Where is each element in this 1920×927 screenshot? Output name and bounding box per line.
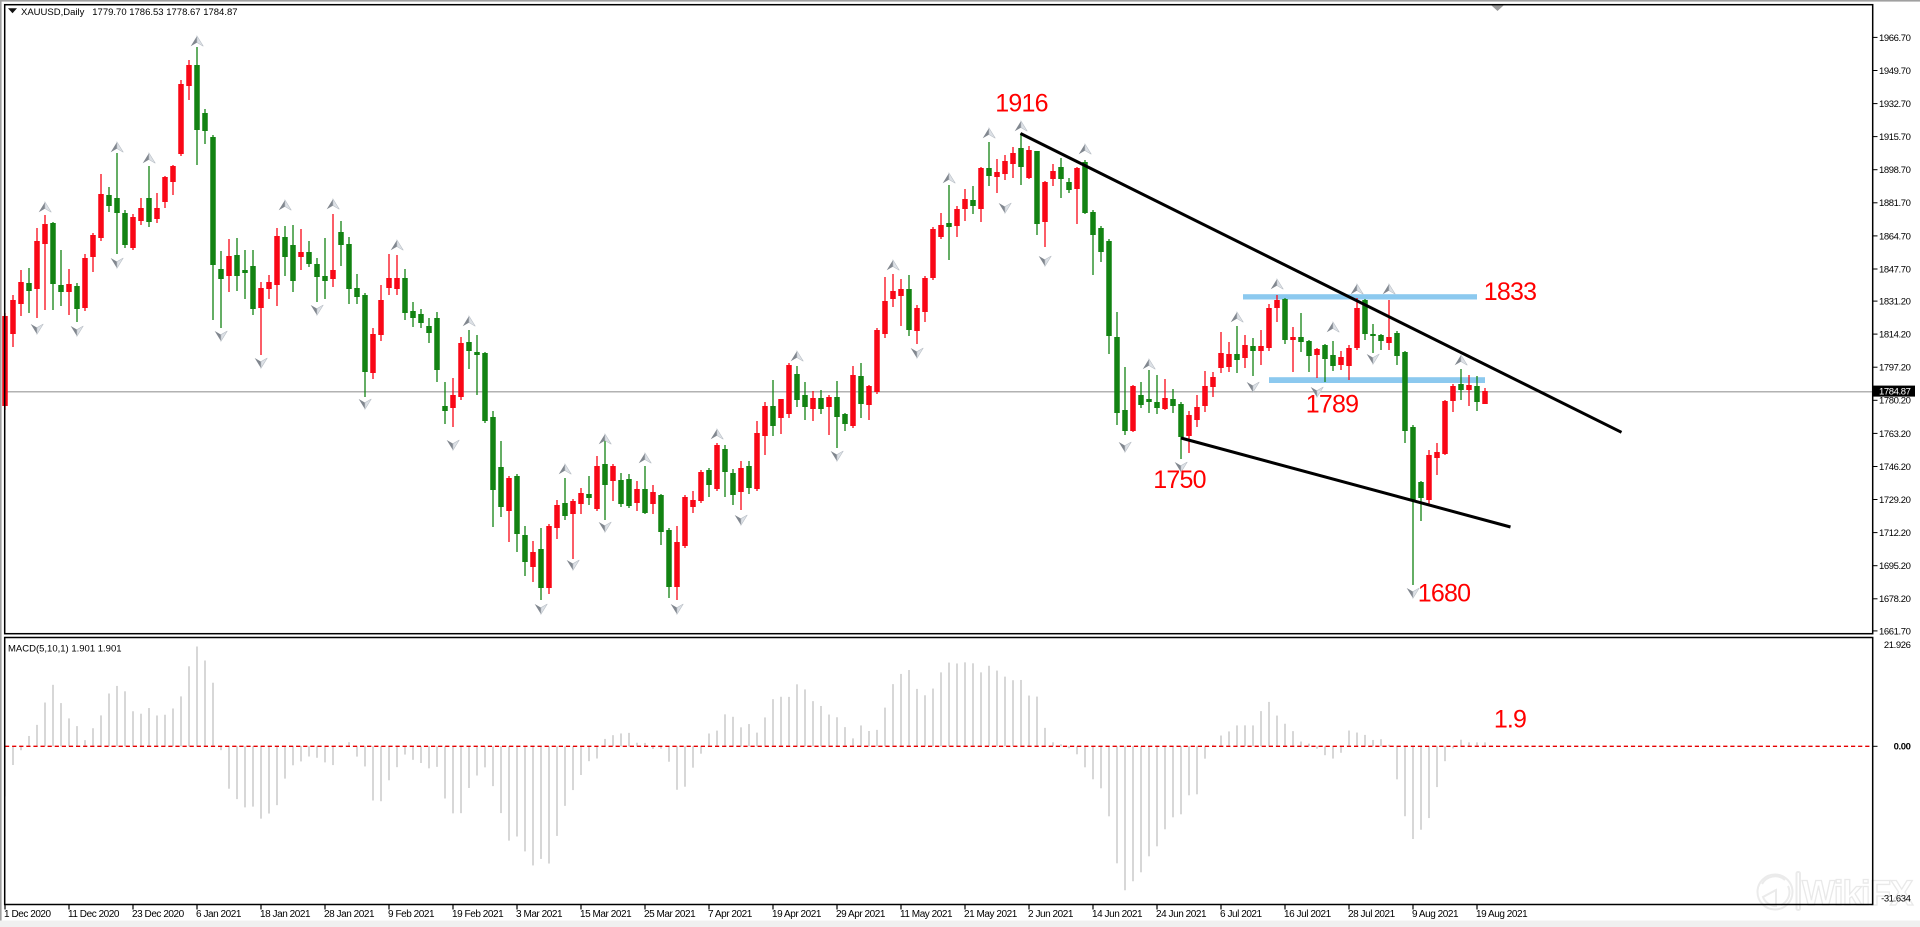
svg-text:2 Jun 2021: 2 Jun 2021 [1028,909,1074,920]
svg-text:1750: 1750 [1153,466,1205,494]
svg-text:1864.70: 1864.70 [1879,231,1911,242]
svg-text:1789: 1789 [1306,391,1358,419]
svg-text:19 Feb 2021: 19 Feb 2021 [452,909,504,920]
svg-text:28 Jul 2021: 28 Jul 2021 [1348,909,1396,920]
svg-text:1916: 1916 [995,90,1047,118]
svg-text:23 Dec 2020: 23 Dec 2020 [132,909,185,920]
svg-text:16 Jul 2021: 16 Jul 2021 [1284,909,1332,920]
svg-text:19 Aug 2021: 19 Aug 2021 [1476,909,1528,920]
svg-text:1797.20: 1797.20 [1879,363,1911,374]
svg-text:25 Mar 2021: 25 Mar 2021 [644,909,696,920]
svg-text:1814.20: 1814.20 [1879,330,1911,341]
svg-text:1915.70: 1915.70 [1879,132,1911,143]
svg-text:21 May 2021: 21 May 2021 [964,909,1018,920]
svg-text:28 Jan 2021: 28 Jan 2021 [324,909,375,920]
svg-text:1881.70: 1881.70 [1879,198,1911,209]
svg-text:1831.20: 1831.20 [1879,297,1911,308]
svg-text:1833: 1833 [1484,278,1536,306]
svg-text:11 Dec 2020: 11 Dec 2020 [68,909,120,920]
svg-text:6 Jan 2021: 6 Jan 2021 [196,909,242,920]
svg-text:1763.20: 1763.20 [1879,429,1911,440]
svg-text:1.9: 1.9 [1494,706,1526,734]
svg-text:1966.70: 1966.70 [1879,33,1911,44]
svg-text:1784.87: 1784.87 [1879,387,1911,398]
svg-text:1729.20: 1729.20 [1879,495,1911,506]
svg-text:14 Jun 2021: 14 Jun 2021 [1092,909,1143,920]
svg-text:1746.20: 1746.20 [1879,462,1911,473]
svg-text:1712.20: 1712.20 [1879,528,1911,539]
svg-text:-31.634: -31.634 [1881,894,1911,905]
svg-text:6 Jul 2021: 6 Jul 2021 [1220,909,1263,920]
svg-text:15 Mar 2021: 15 Mar 2021 [580,909,632,920]
svg-text:1780.20: 1780.20 [1879,396,1911,407]
svg-text:1949.70: 1949.70 [1879,66,1911,77]
svg-text:7 Apr 2021: 7 Apr 2021 [708,909,753,920]
svg-text:19 Apr 2021: 19 Apr 2021 [772,909,822,920]
svg-text:MACD(5,10,1) 1.901 1.901: MACD(5,10,1) 1.901 1.901 [8,644,122,655]
svg-text:1898.70: 1898.70 [1879,165,1911,176]
svg-text:1680: 1680 [1418,580,1470,608]
svg-text:1678.20: 1678.20 [1879,594,1911,605]
svg-text:24 Jun 2021: 24 Jun 2021 [1156,909,1207,920]
svg-text:29 Apr 2021: 29 Apr 2021 [836,909,886,920]
svg-text:21.926: 21.926 [1884,640,1911,651]
svg-text:9 Feb 2021: 9 Feb 2021 [388,909,435,920]
svg-text:1847.70: 1847.70 [1879,264,1911,275]
svg-text:1932.70: 1932.70 [1879,99,1911,110]
svg-text:3 Mar 2021: 3 Mar 2021 [516,909,563,920]
svg-text:1661.70: 1661.70 [1879,626,1911,637]
svg-text:9 Aug 2021: 9 Aug 2021 [1412,909,1459,920]
svg-text:1 Dec 2020: 1 Dec 2020 [4,909,52,920]
svg-text:1695.20: 1695.20 [1879,561,1911,572]
svg-text:11 May 2021: 11 May 2021 [900,909,953,920]
svg-text:0.00: 0.00 [1894,742,1911,753]
svg-text:18 Jan 2021: 18 Jan 2021 [260,909,311,920]
svg-text:WikiFX: WikiFX [1802,874,1914,913]
svg-text:XAUUSD,Daily 1779.70 1786.53: XAUUSD,Daily 1779.70 1786.53 1778.67 178… [21,7,238,18]
